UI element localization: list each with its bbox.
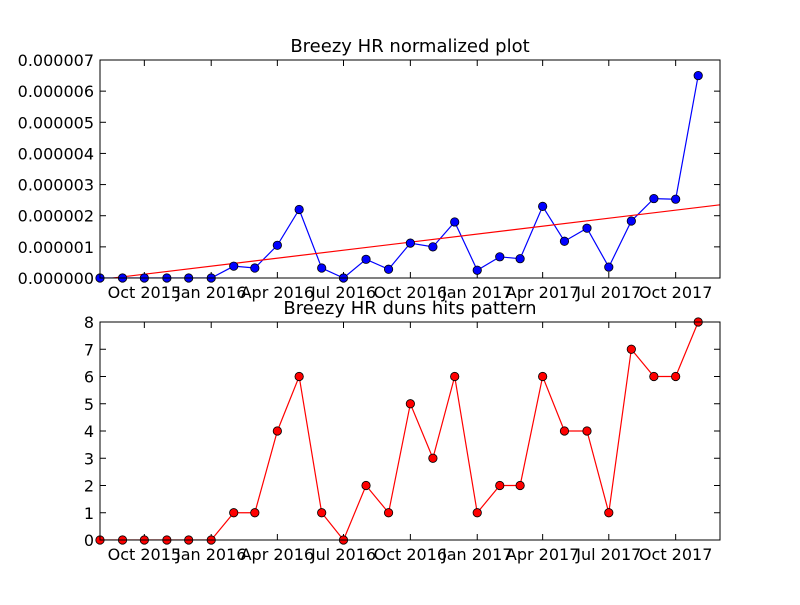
data-point — [229, 508, 239, 518]
data-point — [361, 254, 371, 264]
y-tick-label: 0.000005 — [18, 113, 94, 132]
chart-title: Breezy HR duns hits pattern — [283, 298, 536, 319]
chart-title: Breezy HR normalized plot — [290, 36, 529, 57]
data-point — [229, 261, 239, 271]
x-tick-label: Oct 2016 — [374, 545, 447, 564]
x-tick-label: Apr 2016 — [241, 545, 314, 564]
plot-frame — [99, 59, 721, 279]
data-point — [250, 263, 260, 273]
series-group — [100, 75, 720, 278]
data-point — [649, 371, 659, 382]
y-tick-label: 6 — [84, 368, 94, 387]
y-tick-label: 0.000000 — [18, 269, 94, 288]
y-tick-label: 0.000001 — [18, 238, 94, 257]
data-point — [559, 426, 570, 436]
y-tick-label: 0.000004 — [18, 144, 94, 163]
data-point — [495, 252, 505, 262]
y-tick-label: 4 — [84, 422, 94, 441]
data-point — [582, 223, 592, 233]
data-point — [495, 480, 505, 491]
data-point — [405, 399, 415, 409]
data-point — [515, 480, 525, 491]
duns-hits-plot: Breezy HR duns hits pattern 0 1 2 3 4 5 6 7 8 Oct … — [84, 298, 721, 564]
y-tick-label: 7 — [84, 340, 94, 359]
x-tick-label: Oct 2015 — [108, 545, 181, 564]
x-tick-label: Jan 2016 — [175, 545, 246, 564]
x-tick-label: Jan 2017 — [441, 545, 512, 564]
data-point — [428, 453, 438, 463]
data-point — [317, 263, 327, 273]
data-point — [361, 480, 371, 491]
data-point — [538, 371, 548, 382]
x-tick-label: Jul 2017 — [575, 283, 641, 302]
data-point — [538, 201, 548, 211]
x-tick-label: Jan 2016 — [175, 283, 246, 302]
data-point — [428, 242, 438, 252]
data-point — [626, 216, 636, 226]
y-tick-label: 3 — [84, 449, 94, 468]
x-tick-label: Oct 2017 — [639, 283, 712, 302]
data-point — [604, 262, 614, 272]
y-tick-label: 0.000002 — [18, 207, 94, 226]
x-tick-label: Jan 2017 — [441, 283, 512, 302]
normalized-plot: Breezy HR normalized plot 0.000000 0.00000… — [18, 36, 721, 302]
y-tick-label: 0.000003 — [18, 176, 94, 195]
data-point — [649, 193, 659, 204]
series-group — [100, 322, 699, 540]
data-point — [604, 508, 614, 518]
data-point — [472, 265, 482, 275]
data-point — [671, 371, 681, 382]
data-point — [450, 217, 460, 227]
x-tick-label: Oct 2017 — [639, 545, 712, 564]
data-point — [405, 238, 415, 248]
data-point — [559, 236, 570, 246]
data-point — [317, 508, 327, 518]
x-tick-label: Oct 2016 — [374, 283, 447, 302]
data-point — [272, 240, 282, 250]
y-tick-label: 8 — [84, 313, 94, 332]
data-point — [693, 70, 703, 81]
data-point — [250, 508, 260, 518]
y-tick-label: 0.000007 — [18, 51, 94, 70]
series-line — [100, 75, 699, 278]
x-tick-label: Apr 2017 — [506, 283, 579, 302]
series-line — [100, 322, 699, 540]
x-tick-label: Apr 2017 — [506, 545, 579, 564]
data-point — [626, 344, 636, 354]
data-point — [383, 508, 394, 518]
data-point — [294, 204, 304, 215]
y-tick-label: 0.000006 — [18, 82, 94, 101]
x-tick-label: Oct 2015 — [108, 283, 181, 302]
data-point — [472, 508, 482, 518]
x-tick-label: Jul 2016 — [310, 283, 376, 302]
data-point — [671, 194, 681, 204]
x-tick-label: Jul 2017 — [575, 545, 641, 564]
data-point — [294, 371, 304, 382]
data-point — [515, 254, 525, 264]
data-point — [582, 426, 592, 436]
data-point — [272, 426, 282, 436]
y-tick-label: 2 — [84, 477, 94, 496]
y-tick-label: 5 — [84, 395, 94, 414]
x-tick-label: Apr 2016 — [241, 283, 314, 302]
data-point — [383, 264, 394, 274]
y-tick-label: 1 — [84, 504, 94, 523]
y-tick-label: 0 — [84, 531, 94, 550]
x-tick-label: Jul 2016 — [310, 545, 376, 564]
plot-frame — [99, 321, 721, 541]
data-point — [450, 371, 460, 382]
